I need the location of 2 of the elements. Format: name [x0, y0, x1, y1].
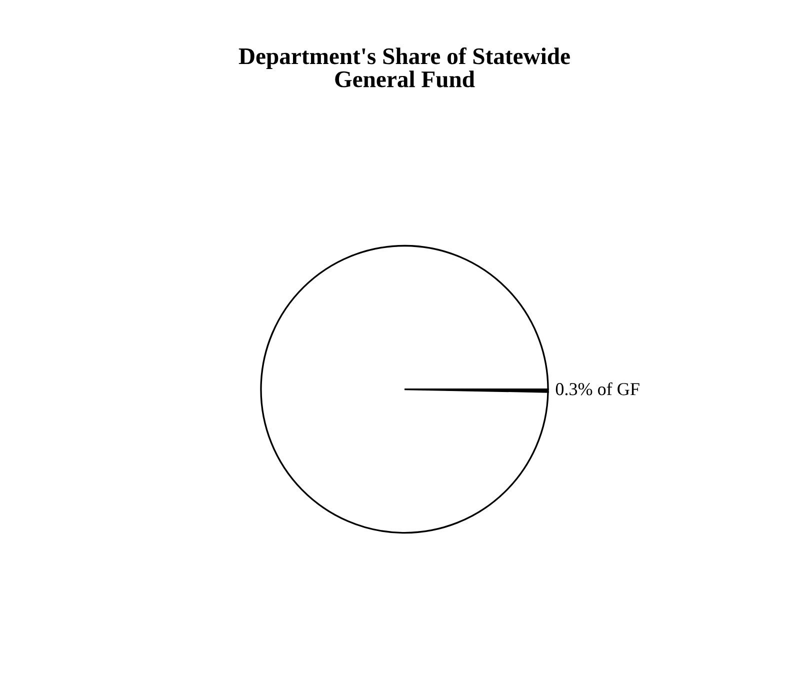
chart-title: Department's Share of Statewide General Fund — [238, 47, 570, 88]
data-label: 0.3% of GF — [556, 382, 640, 396]
